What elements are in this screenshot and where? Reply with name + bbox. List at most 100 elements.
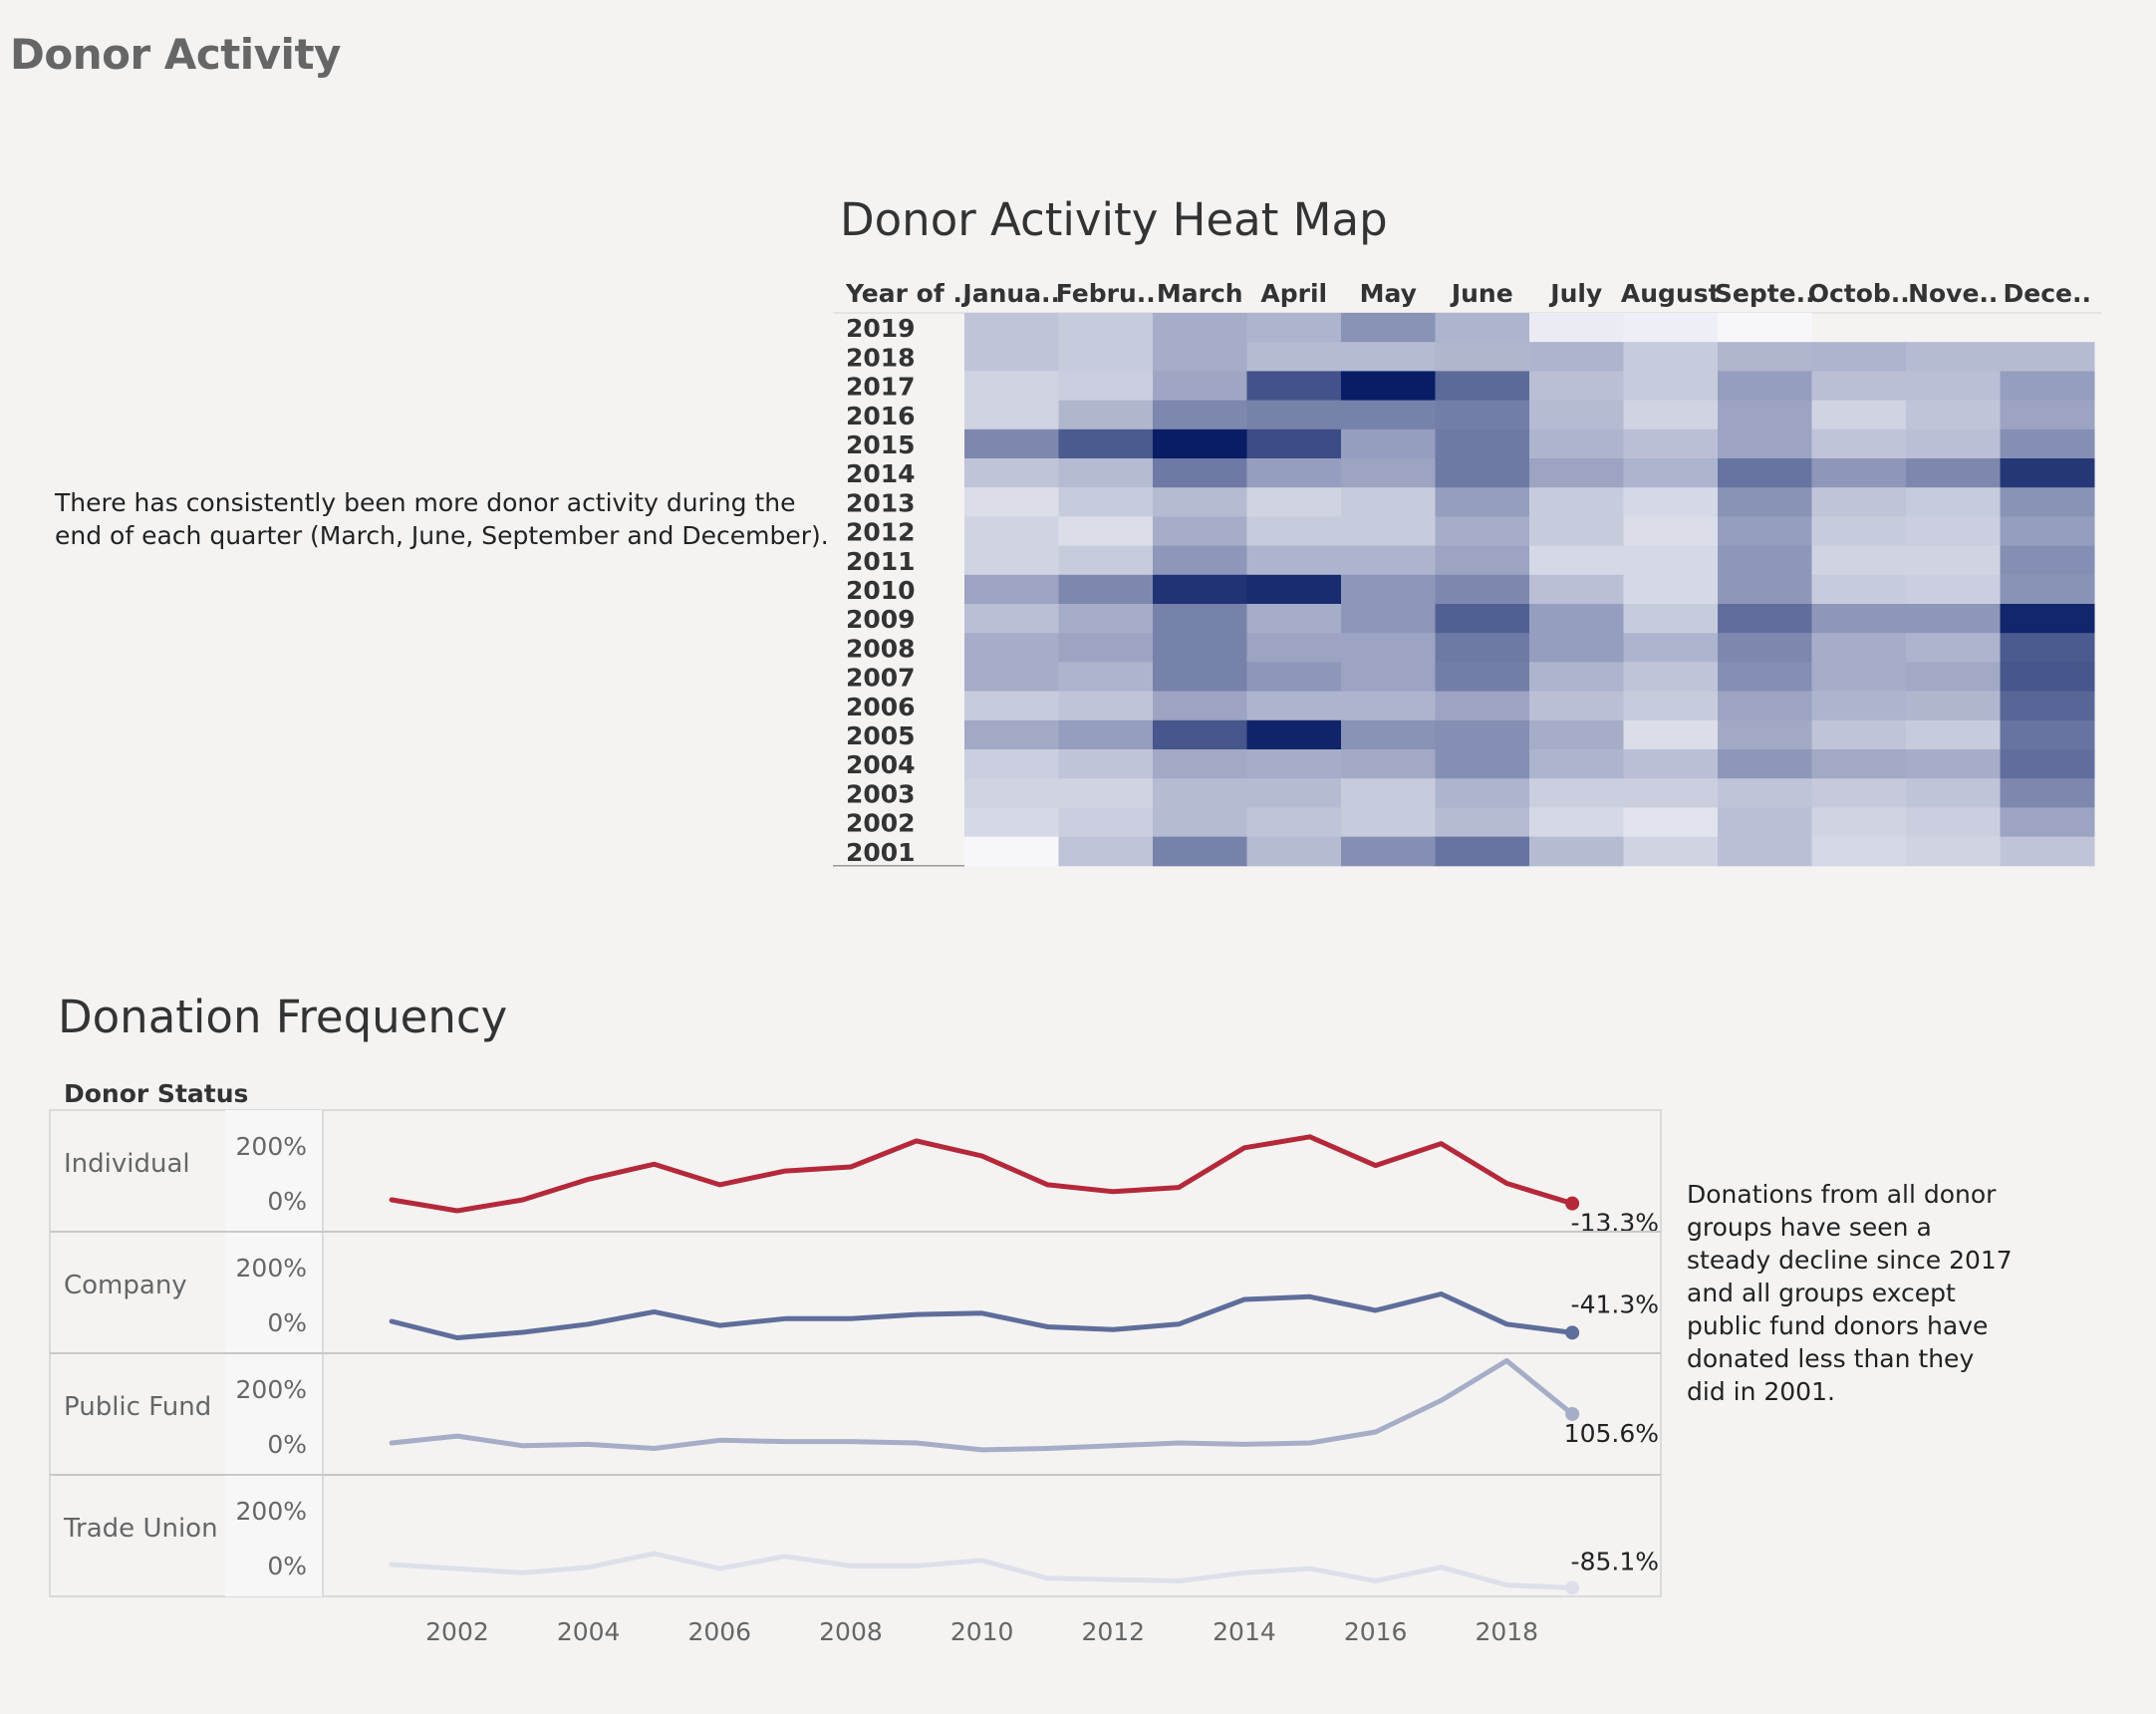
heatmap-row-label: 2019 bbox=[846, 314, 916, 343]
heatmap-cell bbox=[1529, 778, 1624, 808]
series-end-label: -41.3% bbox=[1571, 1289, 1659, 1318]
heatmap-cell bbox=[1246, 400, 1342, 430]
heatmap-cell bbox=[1058, 458, 1154, 488]
heatmap-cell bbox=[1341, 371, 1436, 402]
heatmap-cell bbox=[1058, 719, 1154, 750]
heatmap-cell bbox=[1246, 342, 1342, 372]
heatmap-cell bbox=[2000, 371, 2095, 402]
frequency-row-header: Donor Status bbox=[64, 1079, 248, 1108]
heatmap-cell bbox=[1811, 836, 1907, 867]
heatmap-cell bbox=[1058, 807, 1154, 838]
heatmap-cell bbox=[1623, 458, 1719, 488]
heatmap-cell bbox=[964, 371, 1059, 402]
heatmap-cell bbox=[1153, 749, 1247, 779]
heatmap-cell bbox=[1153, 836, 1247, 867]
heatmap-cell bbox=[1153, 371, 1247, 402]
heatmap-cell bbox=[1906, 836, 2001, 867]
heatmap-cell bbox=[1529, 545, 1624, 576]
heatmap-cell bbox=[1153, 545, 1247, 576]
heatmap-cell bbox=[1529, 400, 1624, 430]
heatmap-cell bbox=[1718, 807, 1812, 838]
heatmap-cell bbox=[1718, 662, 1812, 693]
series-end-label: 105.6% bbox=[1564, 1419, 1659, 1448]
heatmap-cell bbox=[1435, 428, 1530, 459]
heatmap-row-label: 2006 bbox=[846, 693, 916, 721]
heatmap-cell bbox=[1246, 487, 1342, 517]
heatmap-cell bbox=[1529, 313, 1624, 343]
x-tick-label: 2002 bbox=[425, 1617, 489, 1646]
heatmap-cell bbox=[1246, 313, 1342, 343]
heatmap-column-label: March bbox=[1157, 279, 1243, 308]
heatmap-cell bbox=[1623, 574, 1719, 605]
heatmap-cell bbox=[1718, 458, 1812, 488]
heatmap-cell bbox=[2000, 574, 2095, 605]
heatmap-column-label: Febru.. bbox=[1056, 279, 1156, 308]
heatmap-cell bbox=[1529, 836, 1624, 867]
heatmap-cell bbox=[964, 749, 1059, 779]
heatmap-cell bbox=[1246, 574, 1342, 605]
heatmap-cell bbox=[1435, 545, 1530, 576]
heatmap-cell bbox=[1811, 400, 1907, 430]
heatmap-cell bbox=[1529, 633, 1624, 663]
heatmap-cell bbox=[1718, 691, 1812, 721]
heatmap-column-label: April bbox=[1260, 279, 1327, 308]
heatmap-cell bbox=[1623, 749, 1719, 779]
heatmap-cell bbox=[1153, 633, 1247, 663]
heatmap-cell bbox=[964, 428, 1059, 459]
heatmap-cell bbox=[1811, 662, 1907, 693]
heatmap-cell bbox=[1623, 487, 1719, 517]
heatmap-cell bbox=[1811, 458, 1907, 488]
heatmap-cell bbox=[1153, 487, 1247, 517]
heatmap-cell bbox=[1435, 487, 1530, 517]
heatmap-cell bbox=[964, 836, 1059, 867]
x-tick-label: 2004 bbox=[557, 1617, 621, 1646]
x-tick-label: 2014 bbox=[1213, 1617, 1276, 1646]
y-tick-label: 200% bbox=[236, 1132, 307, 1161]
frequency-title: Donation Frequency bbox=[58, 991, 508, 1043]
heatmap-cell bbox=[1341, 342, 1436, 372]
heatmap-cell bbox=[1811, 545, 1907, 576]
heatmap-cell bbox=[1341, 691, 1436, 721]
heatmap-column-label: August bbox=[1621, 279, 1721, 308]
series-end-label: -85.1% bbox=[1571, 1547, 1659, 1575]
heatmap-cell bbox=[1246, 807, 1342, 838]
heatmap-cell bbox=[1435, 371, 1530, 402]
heatmap-cell bbox=[1341, 458, 1436, 488]
heatmap-cell bbox=[1811, 574, 1907, 605]
y-tick-label: 200% bbox=[236, 1254, 307, 1283]
heatmap-row-label: 2018 bbox=[846, 343, 916, 372]
heatmap-cell bbox=[1906, 342, 2001, 372]
x-tick-label: 2016 bbox=[1344, 1617, 1408, 1646]
heatmap-cell bbox=[1623, 778, 1719, 808]
heatmap-cell bbox=[1341, 428, 1436, 459]
heatmap-cell bbox=[1153, 428, 1247, 459]
heatmap-column-label: Janua.. bbox=[960, 279, 1060, 308]
series-end-point bbox=[1565, 1196, 1580, 1211]
heatmap-cell bbox=[1058, 545, 1154, 576]
heatmap-cell bbox=[1246, 662, 1342, 693]
heatmap-cell bbox=[2000, 719, 2095, 750]
heatmap-column-label: May bbox=[1360, 279, 1417, 308]
heatmap-cell bbox=[1435, 662, 1530, 693]
heatmap-cell bbox=[1811, 778, 1907, 808]
heatmap-cell bbox=[964, 807, 1059, 838]
heatmap-cell bbox=[1435, 604, 1530, 634]
heatmap-cell bbox=[1811, 691, 1907, 721]
heatmap-cell bbox=[1529, 719, 1624, 750]
heatmap-cell bbox=[1906, 778, 2001, 808]
heatmap-cell bbox=[964, 604, 1059, 634]
heatmap-row-label: 2011 bbox=[846, 547, 916, 576]
heatmap-cell bbox=[964, 487, 1059, 517]
heatmap-cell bbox=[2000, 604, 2095, 634]
heatmap-cell bbox=[1058, 662, 1154, 693]
heatmap-cell bbox=[1718, 545, 1812, 576]
heatmap-cell bbox=[1058, 428, 1154, 459]
heatmap-cell bbox=[1341, 662, 1436, 693]
heatmap-row-label: 2008 bbox=[846, 634, 916, 663]
heatmap-cell bbox=[1906, 400, 2001, 430]
heatmap-cell bbox=[1246, 545, 1342, 576]
heatmap-cell bbox=[1906, 749, 2001, 779]
series-end-label: -13.3% bbox=[1571, 1209, 1659, 1238]
panel-label-individual: Individual bbox=[64, 1149, 190, 1179]
